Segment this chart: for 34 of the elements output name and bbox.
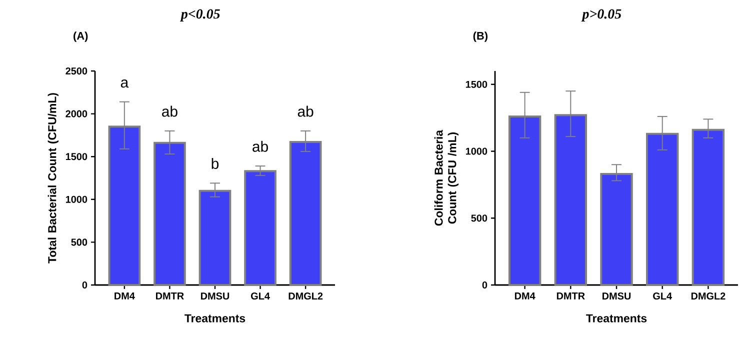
x-tick-label: GL4 xyxy=(251,292,270,300)
y-tick-label: 500 xyxy=(71,238,88,246)
chart-title: p>0.05 xyxy=(581,9,622,22)
chart-title: p<0.05 xyxy=(180,9,220,22)
annotation: ab xyxy=(252,140,268,152)
y-tick-label: 1000 xyxy=(466,148,488,155)
annotation: ab xyxy=(298,106,314,117)
x-axis-title: Treatments xyxy=(184,314,246,322)
annotation: a xyxy=(120,79,129,88)
x-tick-label: DM4 xyxy=(514,292,536,300)
x-tick-label: DMSU xyxy=(201,292,230,300)
x-tick-label: DMGL2 xyxy=(288,292,323,300)
x-tick-label: DMSU xyxy=(602,292,631,300)
y-tick-label: 1500 xyxy=(66,153,88,160)
y-tick-label: 2000 xyxy=(66,110,88,118)
y-tick-label: 1500 xyxy=(466,80,488,88)
text: (A) xyxy=(74,32,88,42)
annotation: ab xyxy=(162,106,178,117)
bar xyxy=(244,170,276,286)
text: (B) xyxy=(473,32,488,42)
x-tick-label: DM4 xyxy=(114,292,135,300)
x-tick-label: GL4 xyxy=(653,292,672,300)
x-tick-label: DMGL2 xyxy=(691,292,726,300)
x-tick-label: DMTR xyxy=(156,292,184,300)
annotation: b xyxy=(212,158,219,169)
y-tick-label: 500 xyxy=(471,214,488,222)
y-tick-label: 2500 xyxy=(66,67,88,75)
y-tick-label: 0 xyxy=(482,281,488,289)
y-tick-label: 1000 xyxy=(66,196,88,203)
x-axis-title: Treatments xyxy=(586,314,647,322)
y-tick-label: 0 xyxy=(82,281,88,289)
y-axis-title: Coliform Bacteria Count (CFU /mL) xyxy=(434,130,458,226)
x-tick-label: DMTR xyxy=(556,292,585,300)
y-axis-title: Total Bacterial Count (CFU/mL) xyxy=(48,93,58,264)
